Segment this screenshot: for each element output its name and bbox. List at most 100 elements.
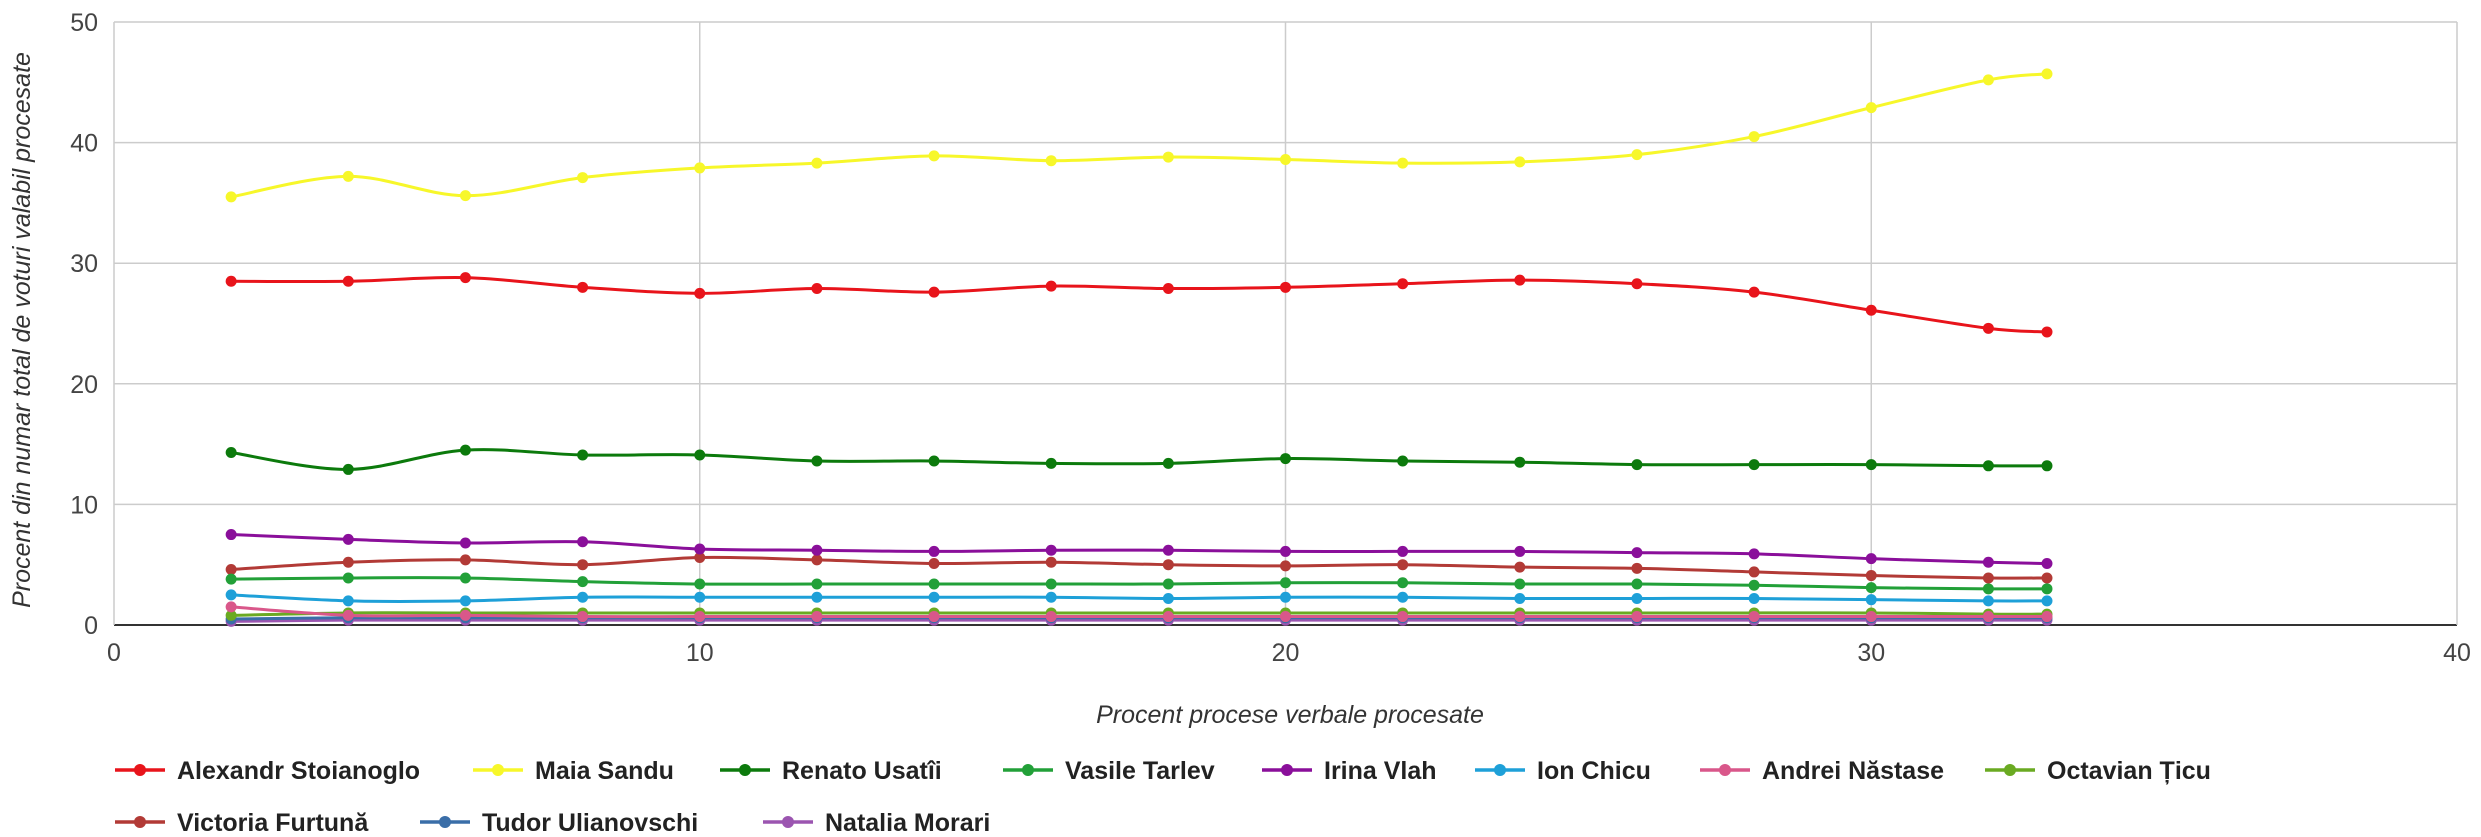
data-point — [1514, 274, 1526, 286]
series-3 — [225, 444, 2053, 475]
data-point — [577, 576, 589, 588]
data-point — [1045, 591, 1057, 603]
legend-item[interactable]: Alexandr Stoianoglo — [115, 757, 420, 785]
legend-item[interactable]: Natalia Morari — [763, 809, 990, 837]
legend-swatch-marker — [782, 816, 794, 828]
legend-label: Renato Usatîi — [782, 757, 942, 785]
data-point — [1865, 459, 1877, 471]
data-point — [342, 275, 354, 287]
data-point — [1162, 559, 1174, 571]
legend-swatch-marker — [439, 816, 451, 828]
data-point — [1397, 278, 1409, 290]
data-point — [928, 455, 940, 467]
data-point — [1280, 453, 1291, 465]
data-point — [694, 591, 706, 603]
data-point — [577, 172, 589, 184]
series-1 — [225, 272, 2053, 338]
legend-swatch-marker — [1281, 764, 1293, 776]
series-line — [231, 276, 2048, 334]
data-point — [2041, 572, 2053, 584]
legend-item[interactable]: Andrei Năstase — [1700, 757, 1944, 785]
grid — [113, 21, 2458, 626]
data-point — [1045, 155, 1057, 167]
data-point — [928, 286, 940, 298]
x-tick-label: 10 — [686, 639, 714, 667]
data-point — [577, 281, 589, 293]
data-point — [459, 272, 471, 284]
data-point — [1748, 566, 1760, 578]
data-point — [1045, 280, 1057, 292]
x-tick-label: 30 — [1857, 639, 1885, 667]
legend-item[interactable]: Victoria Furtună — [115, 809, 369, 837]
data-point — [1514, 578, 1526, 590]
data-point — [342, 572, 354, 584]
data-point — [811, 157, 823, 169]
data-point — [577, 611, 589, 623]
data-point — [1045, 457, 1057, 469]
data-point — [694, 543, 706, 555]
legend-label: Victoria Furtună — [177, 809, 369, 837]
data-point — [1865, 304, 1877, 316]
data-point — [225, 589, 237, 601]
data-point — [1045, 578, 1057, 590]
data-point — [1865, 570, 1877, 582]
data-point — [1514, 592, 1526, 604]
data-point — [1631, 562, 1643, 574]
data-point — [1045, 544, 1057, 556]
legend-item[interactable]: Maia Sandu — [473, 757, 674, 785]
data-point — [459, 554, 471, 566]
data-point — [2041, 68, 2053, 80]
data-point — [225, 529, 237, 541]
data-point — [1631, 459, 1643, 471]
y-axis-title: Procent din numar total de voturi valabi… — [8, 52, 36, 608]
data-point — [1748, 592, 1760, 604]
legend-item[interactable]: Renato Usatîi — [720, 757, 942, 785]
data-point — [1280, 611, 1291, 623]
legend-item[interactable]: Ion Chicu — [1475, 757, 1651, 785]
data-point — [225, 191, 237, 203]
data-point — [694, 578, 706, 590]
data-point — [1162, 283, 1174, 295]
x-axis-title: Procent procese verbale procesate — [1096, 701, 1484, 729]
legend-label: Octavian Țicu — [2047, 757, 2211, 785]
legend-item[interactable]: Irina Vlah — [1262, 757, 1437, 785]
data-point — [342, 556, 354, 568]
data-point — [2041, 326, 2053, 338]
legend-label: Vasile Tarlev — [1065, 757, 1215, 785]
series-line — [230, 72, 2048, 199]
data-point — [1865, 594, 1877, 606]
data-point — [342, 533, 354, 545]
data-point — [1748, 611, 1760, 623]
legend-label: Maia Sandu — [535, 757, 674, 785]
series-line — [231, 593, 2047, 603]
data-point — [811, 455, 823, 467]
legend-label: Ion Chicu — [1537, 757, 1651, 785]
data-point — [1162, 578, 1174, 590]
legend-item[interactable]: Tudor Ulianovschi — [420, 809, 698, 837]
legend-label: Alexandr Stoianoglo — [177, 757, 420, 785]
data-point — [1514, 611, 1526, 623]
data-point — [459, 572, 471, 584]
data-point — [225, 275, 237, 287]
series-line — [230, 448, 2047, 471]
data-point — [1397, 455, 1409, 467]
y-tick-label: 10 — [70, 491, 98, 519]
x-tick-label: 40 — [2443, 639, 2471, 667]
series-7 — [225, 601, 2053, 623]
data-point — [1865, 102, 1877, 114]
y-tick-label: 40 — [70, 130, 98, 158]
legend-item[interactable]: Vasile Tarlev — [1003, 757, 1215, 785]
data-point — [1514, 156, 1526, 168]
series-4 — [225, 572, 2053, 595]
series-line — [231, 533, 2048, 565]
data-point — [225, 609, 237, 621]
data-point — [1280, 281, 1291, 293]
data-point — [1280, 153, 1291, 165]
data-point — [1514, 561, 1526, 573]
legend-swatch-marker — [1022, 764, 1034, 776]
axes: 0 10 20 30 40 50 0 10 20 30 40 — [70, 9, 2471, 667]
data-point — [1982, 583, 1994, 595]
series-2 — [225, 68, 2053, 203]
legend-item[interactable]: Octavian Țicu — [1985, 757, 2211, 785]
